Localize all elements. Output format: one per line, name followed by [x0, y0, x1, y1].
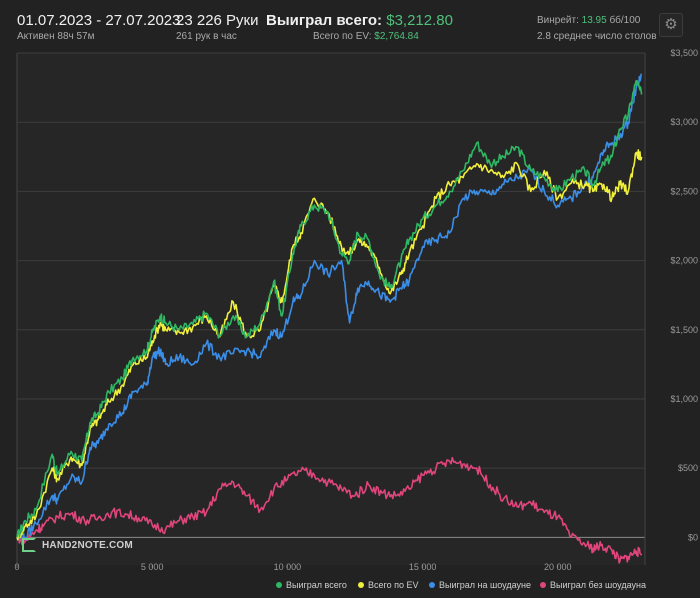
- y-tick-label: $2,000: [670, 256, 698, 266]
- won-total: Выиграл всего: $3,212.80: [266, 12, 453, 29]
- y-tick-label: $3,000: [670, 117, 698, 127]
- ev-total-value: $2,764.84: [374, 31, 419, 42]
- series-line-won-total: [16, 79, 643, 538]
- legend-dot-icon: [276, 582, 282, 588]
- x-tick-label: 10 000: [274, 562, 302, 572]
- series-line-showdown: [16, 73, 643, 543]
- winrate-value: 13.95: [581, 15, 607, 26]
- tables-average: 2.8 среднее число столов: [537, 31, 657, 42]
- x-tick-label: 0: [14, 562, 19, 572]
- legend-item-won-total[interactable]: Выиграл всего: [276, 580, 347, 590]
- date-range: 01.07.2023 - 27.07.2023: [17, 12, 181, 29]
- won-total-value: $3,212.80: [386, 12, 453, 29]
- y-tick-label: $1,000: [670, 394, 698, 404]
- ev-total: Всего по EV: $2,764.84: [313, 31, 419, 42]
- gear-icon: ⚙: [664, 16, 678, 33]
- active-time: Активен 88ч 57м: [17, 31, 95, 42]
- y-tick-label: $0: [688, 532, 698, 542]
- chart-legend: Выиграл всего Всего по EV Выиграл на шоу…: [0, 580, 700, 596]
- hands-count: 23 226 Руки: [176, 12, 259, 29]
- won-total-label: Выиграл всего:: [266, 12, 383, 29]
- series-line-non-showdown: [16, 456, 643, 564]
- winrate: Винрейт: 13.95 бб/100: [537, 15, 640, 26]
- legend-item-non-showdown[interactable]: Выиграл без шоудауна: [540, 580, 646, 590]
- legend-dot-icon: [540, 582, 546, 588]
- plot-area: [17, 53, 645, 565]
- legend-dot-icon: [429, 582, 435, 588]
- y-tick-label: $2,500: [670, 186, 698, 196]
- logo-mark-icon: [22, 538, 36, 552]
- winrate-label: Винрейт:: [537, 15, 579, 26]
- x-tick-label: 20 000: [544, 562, 572, 572]
- legend-item-ev-total[interactable]: Всего по EV: [358, 580, 418, 590]
- x-tick-label: 5 000: [141, 562, 164, 572]
- y-tick-label: $500: [678, 463, 698, 473]
- winrate-unit: бб/100: [609, 15, 641, 26]
- logo-text: HAND2NOTE.COM: [42, 540, 133, 551]
- hands-per-hour: 261 рук в час: [176, 31, 237, 42]
- y-tick-label: $1,500: [670, 325, 698, 335]
- legend-dot-icon: [358, 582, 364, 588]
- y-tick-label: $3,500: [670, 48, 698, 58]
- ev-total-label: Всего по EV:: [313, 31, 372, 42]
- settings-button[interactable]: ⚙: [659, 13, 683, 37]
- x-tick-label: 15 000: [409, 562, 437, 572]
- chart-header: 01.07.2023 - 27.07.2023 Активен 88ч 57м …: [0, 0, 700, 50]
- legend-item-showdown[interactable]: Выиграл на шоудауне: [429, 580, 531, 590]
